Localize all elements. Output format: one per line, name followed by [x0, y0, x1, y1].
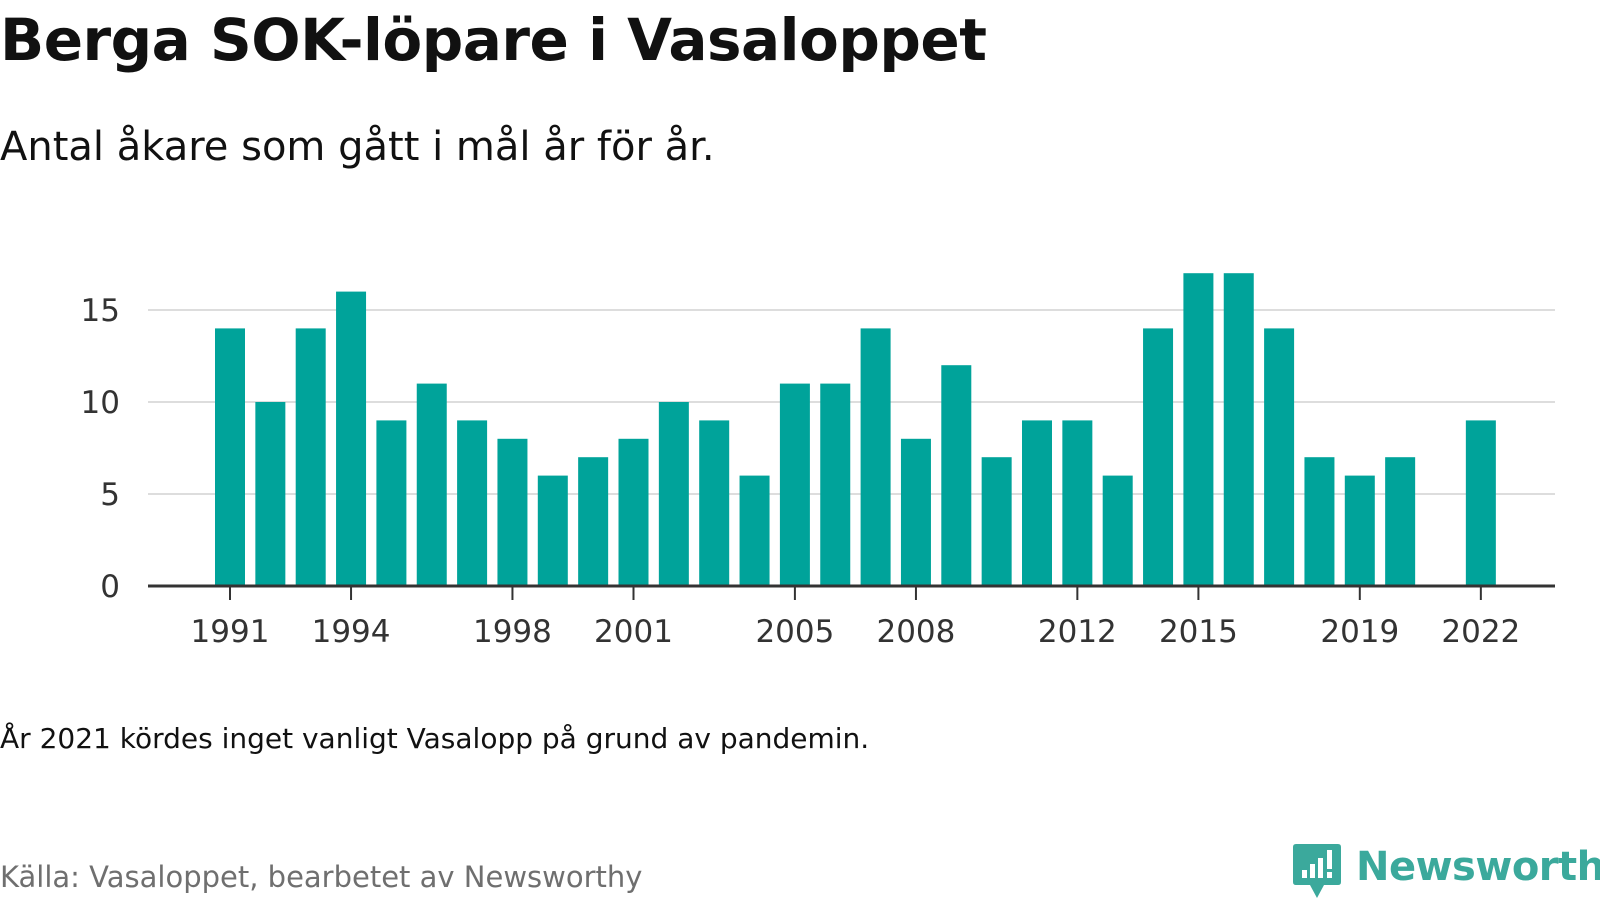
bar-2022	[1465, 420, 1496, 586]
bar-1996	[416, 383, 447, 586]
x-tick-label: 2008	[876, 614, 955, 650]
x-tick-label: 2015	[1159, 614, 1238, 650]
bar-2001	[618, 438, 649, 586]
source-credit: Källa: Vasaloppet, bearbetet av Newswort…	[0, 860, 643, 894]
bar-2005	[779, 383, 810, 586]
bar-2011	[1022, 420, 1052, 586]
bar-2015	[1183, 273, 1214, 586]
bar-1991	[215, 328, 245, 586]
bar-2017	[1264, 328, 1295, 586]
x-tick-label: 2012	[1038, 614, 1117, 650]
bar-2016	[1223, 273, 1254, 586]
bar-2019	[1344, 475, 1375, 586]
x-tick-label: 1991	[191, 614, 270, 650]
bar-chart: 0 5 10 15 1991 1994 1998 2001 2005 2008 2012 2015 20…	[81, 273, 1555, 650]
x-tick-label: 1998	[473, 614, 552, 650]
bar-2009	[941, 365, 972, 586]
bar-2014	[1143, 328, 1174, 586]
x-tick-label: 2022	[1441, 614, 1520, 650]
bar-1998	[497, 438, 528, 586]
bar-1993	[295, 328, 326, 586]
bar-1992	[255, 402, 286, 586]
brand-name: Newsworthy	[1356, 844, 1600, 890]
bar-2013	[1102, 475, 1133, 586]
newsworthy-logo-icon	[1293, 844, 1341, 898]
y-tick-label: 10	[81, 385, 120, 421]
bar-2018	[1304, 457, 1335, 586]
bar-2003	[699, 420, 730, 586]
newsworthy-logo: Newsworthy	[1292, 842, 1600, 900]
x-tick-label: 2019	[1320, 614, 1399, 650]
bar-2020	[1385, 457, 1416, 586]
bar-2004	[739, 475, 770, 586]
bar-2002	[658, 402, 689, 586]
axes: 0 5 10 15 1991 1994 1998 2001 2005 2008 2012 2015 20…	[81, 293, 1555, 650]
y-tick-label: 15	[81, 293, 120, 329]
bar-2012	[1062, 420, 1093, 586]
y-tick-label: 5	[100, 477, 120, 513]
bar-1994	[336, 291, 367, 586]
bar-1997	[457, 420, 488, 586]
bar-2008	[900, 438, 931, 586]
chart-footnote: År 2021 kördes inget vanligt Vasalopp på…	[0, 722, 870, 755]
bars	[215, 273, 1496, 586]
bar-2007	[860, 328, 891, 586]
bar-2006	[820, 383, 851, 586]
chart-subtitle: Antal åkare som gått i mål år för år.	[0, 124, 715, 170]
x-tick-label: 2005	[755, 614, 834, 650]
y-tick-label: 0	[100, 569, 120, 605]
x-tick-label: 2001	[594, 614, 673, 650]
bar-2000	[578, 457, 609, 586]
chart-title: Berga SOK-löpare i Vasaloppet	[0, 6, 987, 74]
x-tick-label: 1994	[312, 614, 391, 650]
bar-1995	[376, 420, 407, 586]
bar-2010	[981, 457, 1012, 586]
bar-1999	[537, 475, 568, 586]
